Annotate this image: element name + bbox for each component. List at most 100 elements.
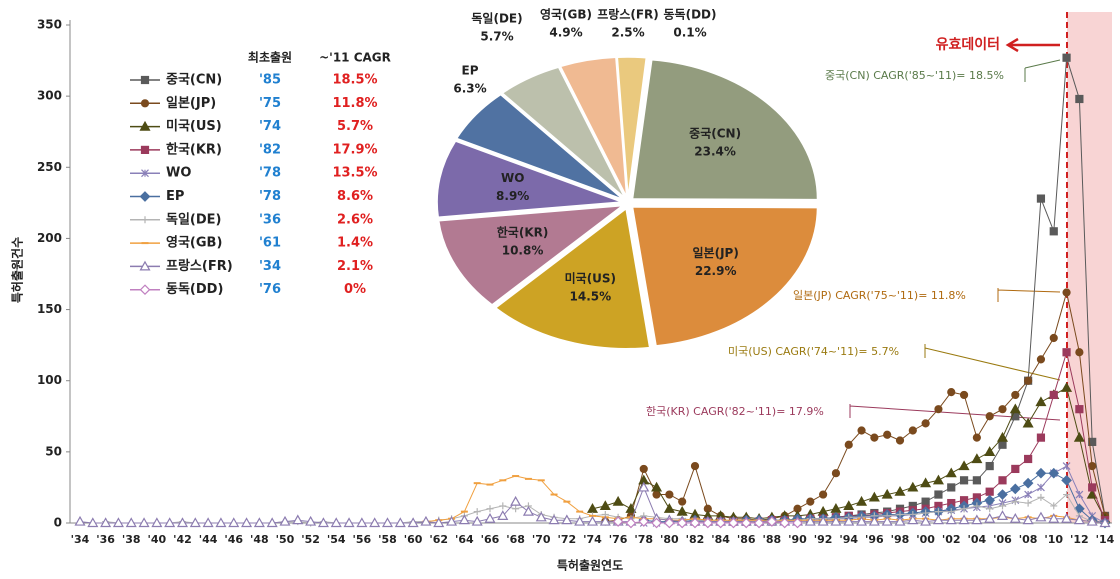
marker	[958, 460, 970, 471]
pie-slice	[559, 56, 628, 198]
legend-cagr: 5.7%	[337, 119, 373, 134]
marker	[561, 514, 573, 525]
marker	[612, 495, 624, 506]
marker	[471, 515, 483, 526]
marker	[330, 517, 342, 528]
marker	[1088, 461, 1097, 471]
marker	[1062, 288, 1071, 297]
y-tick-label: 0	[54, 516, 62, 530]
marker	[947, 483, 956, 492]
marker	[740, 517, 752, 529]
marker	[984, 446, 996, 456]
marker	[843, 500, 855, 511]
x-tick-label: '94	[839, 533, 858, 546]
pie-value-label: 23.4%	[694, 144, 736, 158]
pie-slice-group	[631, 206, 819, 347]
legend-header: ~'11 CAGR	[319, 51, 391, 65]
x-tick-label: '36	[96, 533, 115, 546]
marker	[907, 481, 919, 492]
marker	[1036, 355, 1046, 364]
marker	[1024, 490, 1033, 499]
marker	[665, 490, 674, 499]
marker	[356, 517, 368, 528]
marker	[139, 284, 151, 296]
legend-label: EP	[166, 189, 184, 204]
marker	[1049, 333, 1058, 343]
marker	[894, 515, 906, 526]
marker	[868, 491, 880, 502]
leader	[1024, 59, 1061, 82]
legend-label: WO	[166, 166, 191, 181]
arrow	[1005, 37, 1060, 53]
marker	[1037, 483, 1045, 492]
marker	[947, 387, 956, 397]
marker	[817, 515, 829, 526]
marker	[934, 490, 943, 499]
marker	[74, 515, 86, 526]
y-tick-label: 150	[37, 302, 62, 316]
marker	[998, 476, 1007, 485]
legend-cagr: 0%	[344, 282, 366, 297]
x-tick-label: '06	[993, 533, 1012, 546]
pie-slice	[631, 206, 819, 347]
pie-label: 중국(CN)	[689, 126, 741, 140]
marker	[932, 514, 944, 525]
x-tick-label: '72	[558, 533, 577, 546]
marker	[895, 436, 905, 445]
x-tick-label: '14	[1096, 533, 1115, 546]
marker	[984, 494, 996, 506]
marker	[947, 508, 955, 516]
marker	[1062, 348, 1071, 357]
marker	[999, 502, 1006, 510]
marker	[689, 517, 701, 529]
marker	[586, 515, 599, 526]
marker	[844, 440, 853, 449]
marker	[1088, 483, 1097, 492]
marker	[881, 488, 893, 499]
marker	[857, 426, 866, 435]
marker	[1024, 454, 1033, 464]
marker	[921, 497, 930, 506]
marker	[574, 515, 586, 526]
marker	[753, 517, 765, 529]
marker	[639, 464, 648, 474]
marker	[638, 481, 650, 492]
pie-value-label: 4.9%	[549, 26, 582, 40]
marker	[100, 517, 112, 528]
marker	[164, 517, 176, 528]
pie-label: 미국(US)	[565, 271, 616, 286]
x-tick-label: '62	[429, 533, 448, 546]
marker	[985, 461, 994, 471]
legend-label: 중국(CN)	[166, 73, 222, 88]
annotation: 유효데이터	[936, 36, 1000, 53]
marker	[856, 515, 868, 526]
x-tick-label: '08	[1019, 533, 1038, 546]
marker	[690, 461, 700, 471]
x-tick-label: '44	[199, 533, 218, 546]
marker	[599, 515, 611, 526]
marker	[959, 390, 969, 400]
marker	[985, 412, 994, 421]
marker	[831, 469, 841, 478]
marker	[189, 517, 201, 528]
pie-slice	[437, 204, 626, 306]
marker	[139, 260, 151, 271]
marker	[830, 515, 842, 526]
marker	[934, 405, 943, 414]
pie-value-label: 6.3%	[453, 82, 486, 96]
marker	[253, 517, 265, 528]
marker	[512, 505, 520, 513]
x-tick-label: '78	[634, 533, 653, 546]
y-tick-label: 250	[37, 160, 62, 174]
marker	[1049, 227, 1058, 236]
marker	[241, 517, 253, 528]
x-tick-label: '86	[737, 533, 756, 546]
x-tick-label: '76	[609, 533, 628, 546]
marker	[497, 510, 509, 520]
marker	[728, 517, 739, 529]
marker	[141, 216, 149, 224]
marker	[856, 495, 868, 506]
marker	[676, 517, 688, 529]
marker	[625, 517, 637, 529]
legend-first-filing: '78	[259, 166, 281, 181]
